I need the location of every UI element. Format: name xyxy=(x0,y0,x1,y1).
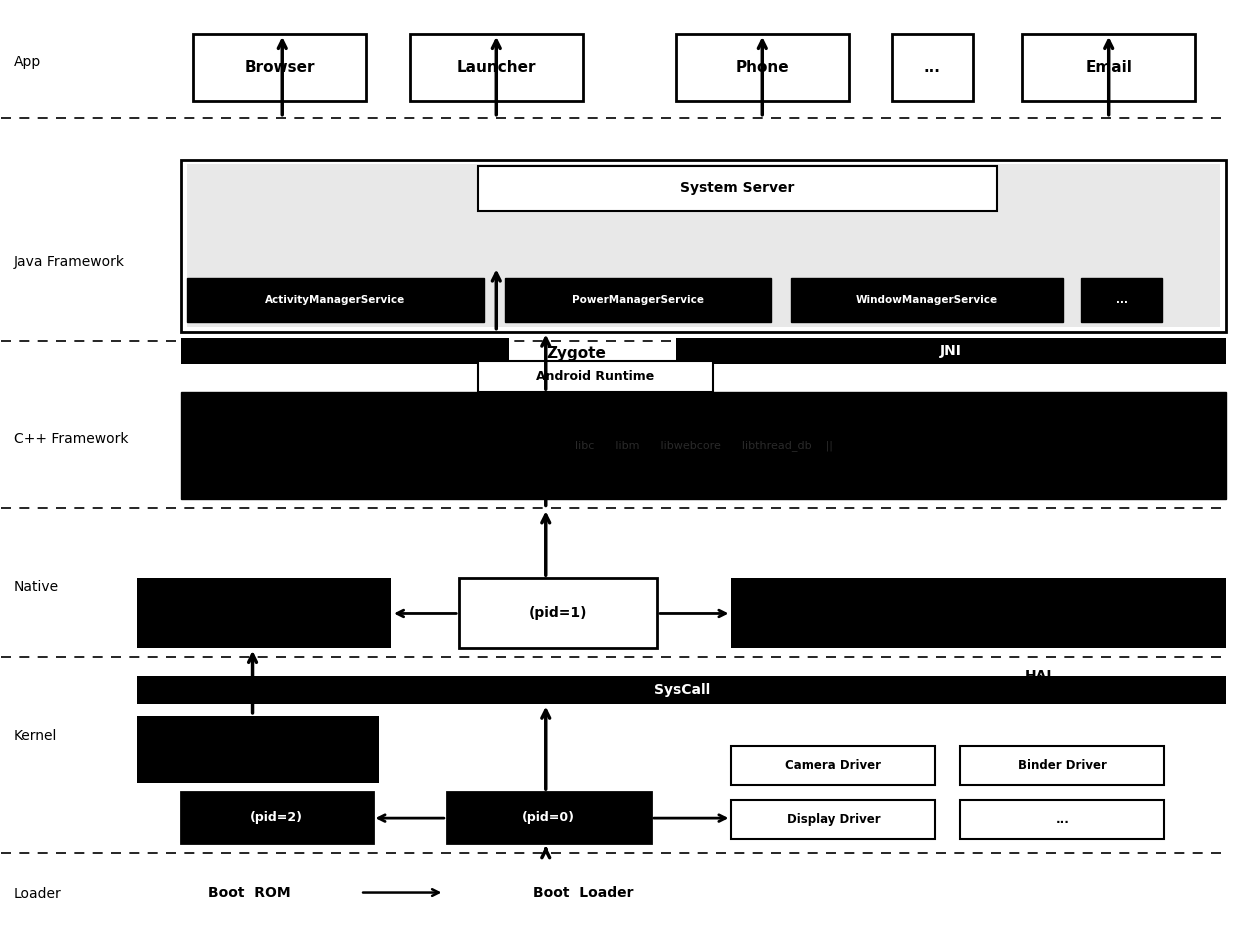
Bar xyxy=(477,361,713,392)
Bar xyxy=(181,392,1226,499)
Text: C++ Framework: C++ Framework xyxy=(14,432,128,446)
Text: JNI: JNI xyxy=(940,344,962,358)
Bar xyxy=(181,338,508,364)
Text: Android Runtime: Android Runtime xyxy=(536,370,655,383)
Text: SysCall: SysCall xyxy=(653,683,711,697)
Text: Kernel: Kernel xyxy=(14,730,57,744)
Text: PowerManagerService: PowerManagerService xyxy=(572,295,704,305)
Text: System Server: System Server xyxy=(681,181,795,195)
Bar xyxy=(181,160,1226,331)
Text: ActivityManagerService: ActivityManagerService xyxy=(265,295,405,305)
Text: ...: ... xyxy=(924,60,941,75)
Bar xyxy=(893,34,972,101)
Text: Zygote: Zygote xyxy=(547,345,606,360)
Bar xyxy=(138,578,391,648)
Bar xyxy=(960,745,1164,785)
Text: Loader: Loader xyxy=(14,887,62,901)
Text: Email: Email xyxy=(1085,60,1132,75)
Text: Boot  Loader: Boot Loader xyxy=(533,885,634,899)
Bar xyxy=(409,34,583,101)
Bar xyxy=(791,278,1063,322)
Text: Native: Native xyxy=(14,580,58,594)
Bar xyxy=(187,278,484,322)
Text: HAL: HAL xyxy=(1025,669,1056,683)
Bar xyxy=(676,34,849,101)
Text: WindowManagerService: WindowManagerService xyxy=(856,295,998,305)
Bar xyxy=(446,792,651,843)
Text: Phone: Phone xyxy=(735,60,789,75)
Bar xyxy=(732,578,1226,648)
Text: Camera Driver: Camera Driver xyxy=(785,759,882,772)
Bar xyxy=(187,164,1220,327)
Text: Binder Driver: Binder Driver xyxy=(1018,759,1107,772)
Bar xyxy=(505,278,771,322)
Text: (pid=0): (pid=0) xyxy=(522,811,575,824)
Bar xyxy=(193,34,366,101)
Bar xyxy=(960,800,1164,839)
Text: libc      libm      libwebcore      libthread_db    ||: libc libm libwebcore libthread_db || xyxy=(574,440,832,451)
Bar xyxy=(138,716,378,783)
Bar xyxy=(732,800,935,839)
Bar xyxy=(1022,34,1195,101)
Text: Java Framework: Java Framework xyxy=(14,255,125,269)
Text: (pid=2): (pid=2) xyxy=(250,811,303,824)
Text: Launcher: Launcher xyxy=(456,60,536,75)
Text: (pid=1): (pid=1) xyxy=(529,606,588,620)
Text: Browser: Browser xyxy=(244,60,315,75)
Text: App: App xyxy=(14,55,41,69)
Bar xyxy=(732,745,935,785)
Bar xyxy=(459,578,657,648)
Text: ...: ... xyxy=(1055,813,1069,826)
Bar xyxy=(181,792,372,843)
Text: Boot  ROM: Boot ROM xyxy=(207,885,290,899)
Bar xyxy=(676,338,1226,364)
Bar xyxy=(138,675,1226,703)
Text: ...: ... xyxy=(1116,295,1127,305)
Bar xyxy=(1081,278,1162,322)
Text: Display Driver: Display Driver xyxy=(786,813,880,826)
Bar xyxy=(477,166,997,211)
